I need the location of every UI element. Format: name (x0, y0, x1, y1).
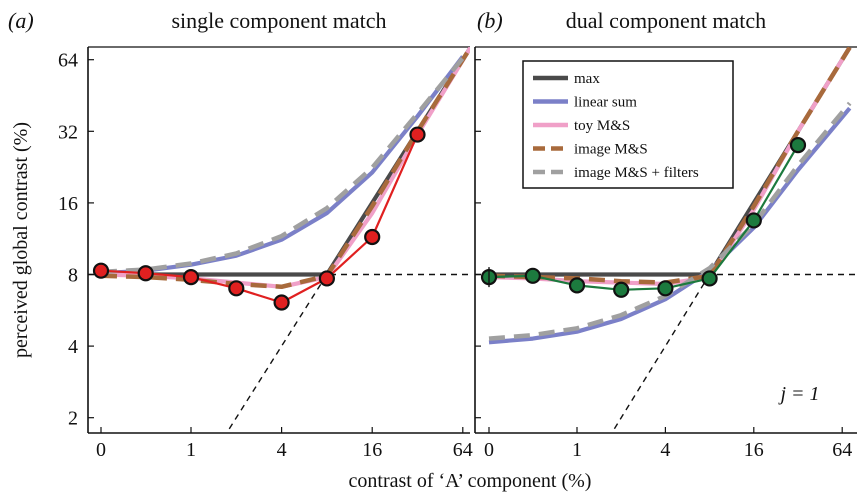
x-tick-label-1-0: 1 (186, 439, 196, 461)
data-point-1-5 (701, 270, 718, 287)
data-point-1-2 (568, 277, 586, 294)
data-point-0-7 (409, 126, 426, 143)
legend-label-toy-m-s: toy M&S (574, 118, 630, 134)
x-tick-label-0-0: 0 (96, 439, 106, 461)
data-point-0-1 (137, 265, 154, 282)
legend-label-image-m-s: image M&S (574, 142, 648, 158)
panel-a-plot: 2 4 8 16 32 64 0 1 4 16 64 (58, 46, 473, 461)
legend-label-max: max (574, 71, 600, 87)
legend-label-linear-sum: linear sum (574, 95, 637, 111)
series-line-linear-sum-0 (100, 55, 465, 276)
data-point-1-6 (745, 212, 762, 229)
panel-a-title: single component match (171, 8, 386, 33)
y-tick-label-2: 2 (68, 408, 78, 430)
x-tick-label-4-1: 4 (660, 439, 670, 461)
x-tick-label-16-0: 16 (362, 439, 382, 461)
x-tick-label-4-0: 4 (277, 439, 287, 461)
panel-b-title: dual component match (566, 8, 766, 33)
series-line-image-m-s-filters-0 (100, 56, 465, 275)
x-axis-label: contrast of ‘A’ component (%) (349, 470, 592, 492)
data-point-0-6 (364, 228, 381, 246)
data-point-1-1 (524, 267, 541, 284)
panel-b-plot: 0 1 4 16 64 (474, 46, 857, 461)
j-annotation: j = 1 (777, 383, 819, 405)
data-point-0-2 (182, 269, 200, 286)
legend-label-image-m-s-filters: image M&S + filters (574, 165, 699, 181)
x-tick-label-64-1: 64 (832, 439, 852, 461)
y-tick-label-8: 8 (68, 265, 78, 287)
data-point-1-4 (657, 280, 674, 297)
data-point-1-3 (613, 281, 630, 298)
x-tick-label-64-0: 64 (453, 439, 473, 461)
series-line-image-m-s-0 (100, 47, 470, 290)
y-tick-label-4: 4 (68, 336, 78, 358)
reference-line-diagonal-identity-1 (610, 274, 711, 433)
data-point-0-4 (273, 294, 290, 311)
y-axis-label: perceived global contrast (%) (10, 122, 32, 358)
series-line-max-0 (101, 47, 470, 277)
x-tick-label-16-1: 16 (744, 439, 764, 461)
data-point-0-3 (228, 280, 245, 297)
data-point-0-0 (92, 262, 110, 279)
y-tick-label-64: 64 (58, 50, 78, 72)
reference-line-diagonal-identity-0 (225, 274, 328, 433)
y-tick-label-16: 16 (58, 193, 78, 215)
series-line-linear-sum-1 (488, 106, 852, 345)
y-tick-label-32: 32 (58, 121, 78, 143)
series-line-toy-m-s-0 (100, 47, 470, 289)
panel-a-label: (a) (8, 8, 34, 33)
data-point-1-7 (789, 136, 807, 154)
x-tick-label-1-1: 1 (572, 439, 582, 461)
data-point-0-5 (318, 270, 335, 287)
x-tick-label-0-1: 0 (484, 439, 494, 461)
legend: max linear sum toy M&S image M&S image M&S +… (522, 60, 734, 189)
panel-b-label: (b) (477, 8, 503, 33)
